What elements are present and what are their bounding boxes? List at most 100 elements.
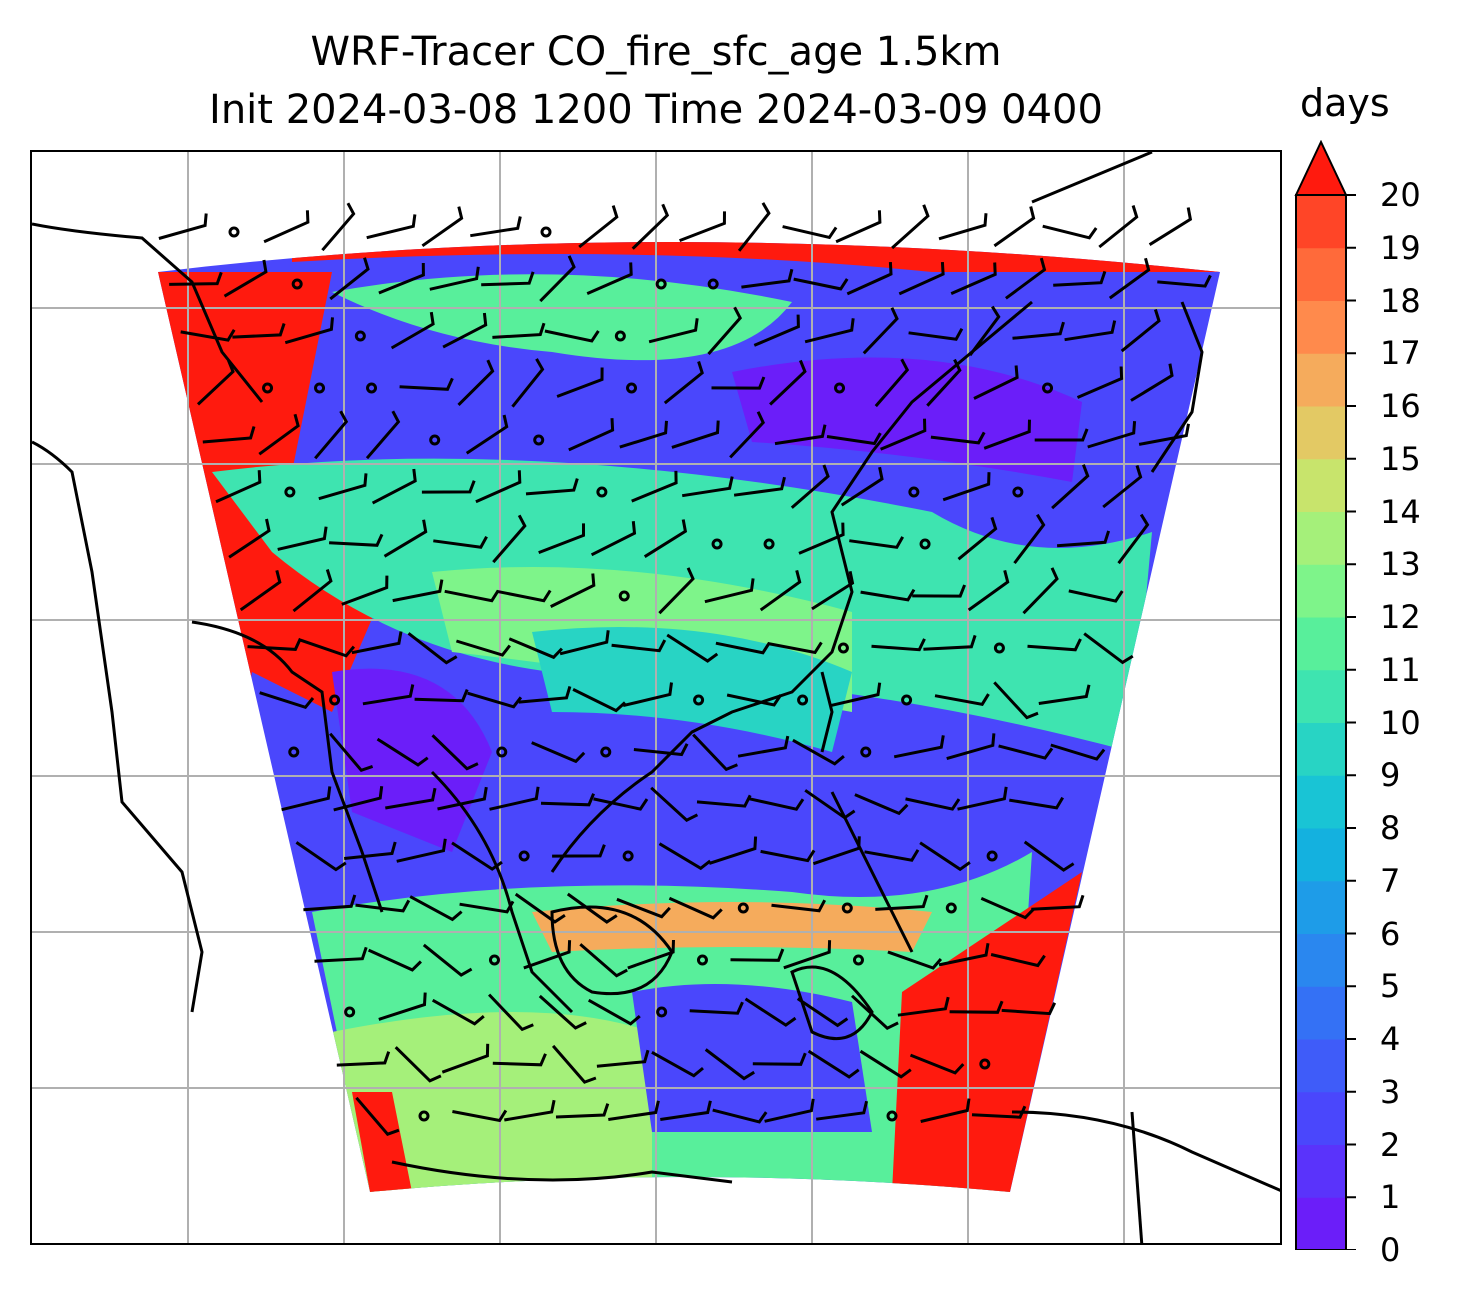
wind-barb [692,733,738,772]
wind-barb [455,639,511,657]
coastline-sulawesi [790,965,874,1041]
wind-calm-marker [797,694,809,706]
wind-barb [627,939,675,970]
wind-calm-marker [228,226,240,238]
wind-barb [983,419,1031,450]
wind-barb [930,431,986,445]
coastline-malay [430,770,574,1014]
wind-calm-marker [626,382,638,394]
wind-barb [658,842,712,871]
wind-barb [782,225,838,240]
wind-barb [1102,465,1143,509]
wind-barb [329,533,384,547]
wind-barb [990,953,1046,968]
wind-barb [1064,320,1117,342]
colorbar-segment [1296,986,1346,1040]
wind-barb [593,797,649,811]
wind-calm-marker [418,1110,430,1122]
wind-barb [514,892,566,924]
wind-barb [355,1096,400,1136]
wind-barb [1038,684,1091,705]
colorbar-tick-label: 5 [1380,967,1401,1006]
wind-barb [616,897,671,919]
colorbar-segment [1296,775,1346,829]
wind-barb [830,682,882,707]
wind-barb [1056,530,1111,548]
wind-barb [277,526,328,551]
wind-barb [812,836,861,866]
field-patch-north-band [332,274,792,361]
coastline-himalaya [32,222,264,403]
wind-barb [314,410,349,460]
wind-barb [1098,205,1139,249]
colorbar-segment [1296,195,1346,249]
colorbar-tick-label: 20 [1380,176,1421,214]
wind-barb [371,468,417,505]
wind-barb [586,262,633,295]
wind-calm-marker [841,902,853,914]
wind-barb [950,262,997,295]
wind-barb [835,210,882,244]
colorbar-segment [1296,1197,1346,1250]
wind-barb [596,1049,650,1068]
wind-calm-marker [288,746,300,758]
wind-barb [559,630,610,656]
colorbar-segment [1296,406,1346,460]
wind-barb [971,1105,1027,1119]
coastline-kamchatka [1031,152,1153,204]
colorbar-tick-label: 13 [1380,545,1421,584]
wind-barb [633,743,689,757]
wind-barb [880,418,927,451]
wind-barb [523,940,572,970]
wind-calm-marker [707,278,719,290]
wind-barb [648,318,699,344]
colorbar-tick-label: 16 [1380,387,1421,425]
colorbar-segment [1296,1091,1346,1145]
wind-barb [538,523,585,555]
wind-barb [1034,428,1089,442]
wind-barb [566,892,618,924]
coastline-new-guinea [1011,1110,1280,1192]
wind-barb [525,478,579,496]
wind-barb [367,948,422,972]
wind-barb [898,262,945,296]
wind-calm-marker [901,694,913,706]
wind-barb [538,994,587,1030]
wind-barb [854,793,909,816]
wind-barb [385,787,437,810]
wind-barb [753,314,800,347]
wind-barb [957,516,998,561]
wind-barb [341,575,389,606]
wind-barb [180,329,236,342]
wind-barb [875,894,929,911]
wind-barb [608,1100,660,1121]
wind-barb [457,359,495,406]
wind-barb [431,734,479,771]
wind-barb [905,797,961,811]
wind-barb [660,1100,712,1121]
wind-barb [465,414,509,455]
wind-barb [429,266,480,291]
wind-barb [1083,632,1134,665]
wind-barb [973,365,1019,400]
wind-calm-marker [429,434,441,446]
wind-barb [934,693,990,706]
wind-barb [292,569,333,613]
wind-barb [414,689,469,703]
wind-barb [908,327,964,341]
wind-barb [774,424,827,446]
wind-barbs [158,202,1212,1136]
wind-barb [993,681,1039,720]
wind-barb [158,213,208,240]
wind-barb [752,1052,807,1066]
wind-barb [968,305,1001,357]
wind-calm-marker [622,850,634,862]
wind-barb [202,426,256,444]
wind-barb [433,535,488,549]
wind-calm-marker [262,382,274,394]
wind-barb [729,411,765,459]
wind-barb [232,323,286,339]
wind-barb [568,418,615,452]
wind-barb [658,567,695,615]
coastline-philippines [830,791,914,953]
